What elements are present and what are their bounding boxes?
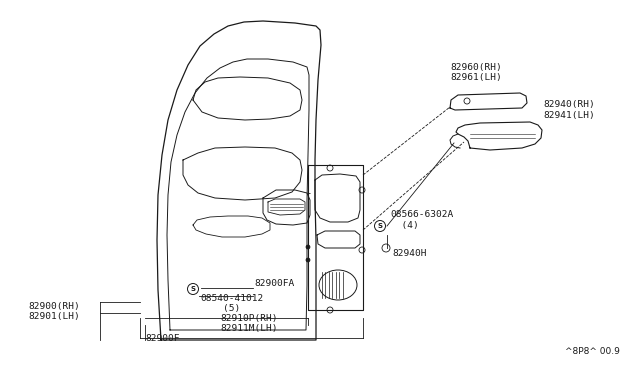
Text: 82900(RH)
82901(LH): 82900(RH) 82901(LH): [28, 302, 80, 321]
Text: 82940(RH)
82941(LH): 82940(RH) 82941(LH): [543, 100, 595, 120]
Text: S: S: [378, 223, 383, 229]
Text: 82900FA: 82900FA: [254, 279, 294, 289]
Text: 08540-41012
    (5): 08540-41012 (5): [200, 294, 263, 313]
Text: 82910P(RH)
82911M(LH): 82910P(RH) 82911M(LH): [220, 314, 278, 333]
Text: 08566-6302A
  (4): 08566-6302A (4): [390, 210, 453, 230]
Text: 82900F: 82900F: [145, 334, 179, 343]
Text: 82940H: 82940H: [392, 249, 426, 258]
Text: ^8P8^ 00.9: ^8P8^ 00.9: [565, 347, 620, 356]
Text: 82960(RH)
82961(LH): 82960(RH) 82961(LH): [450, 62, 502, 82]
Circle shape: [306, 245, 310, 249]
Text: S: S: [191, 286, 195, 292]
Circle shape: [306, 258, 310, 262]
